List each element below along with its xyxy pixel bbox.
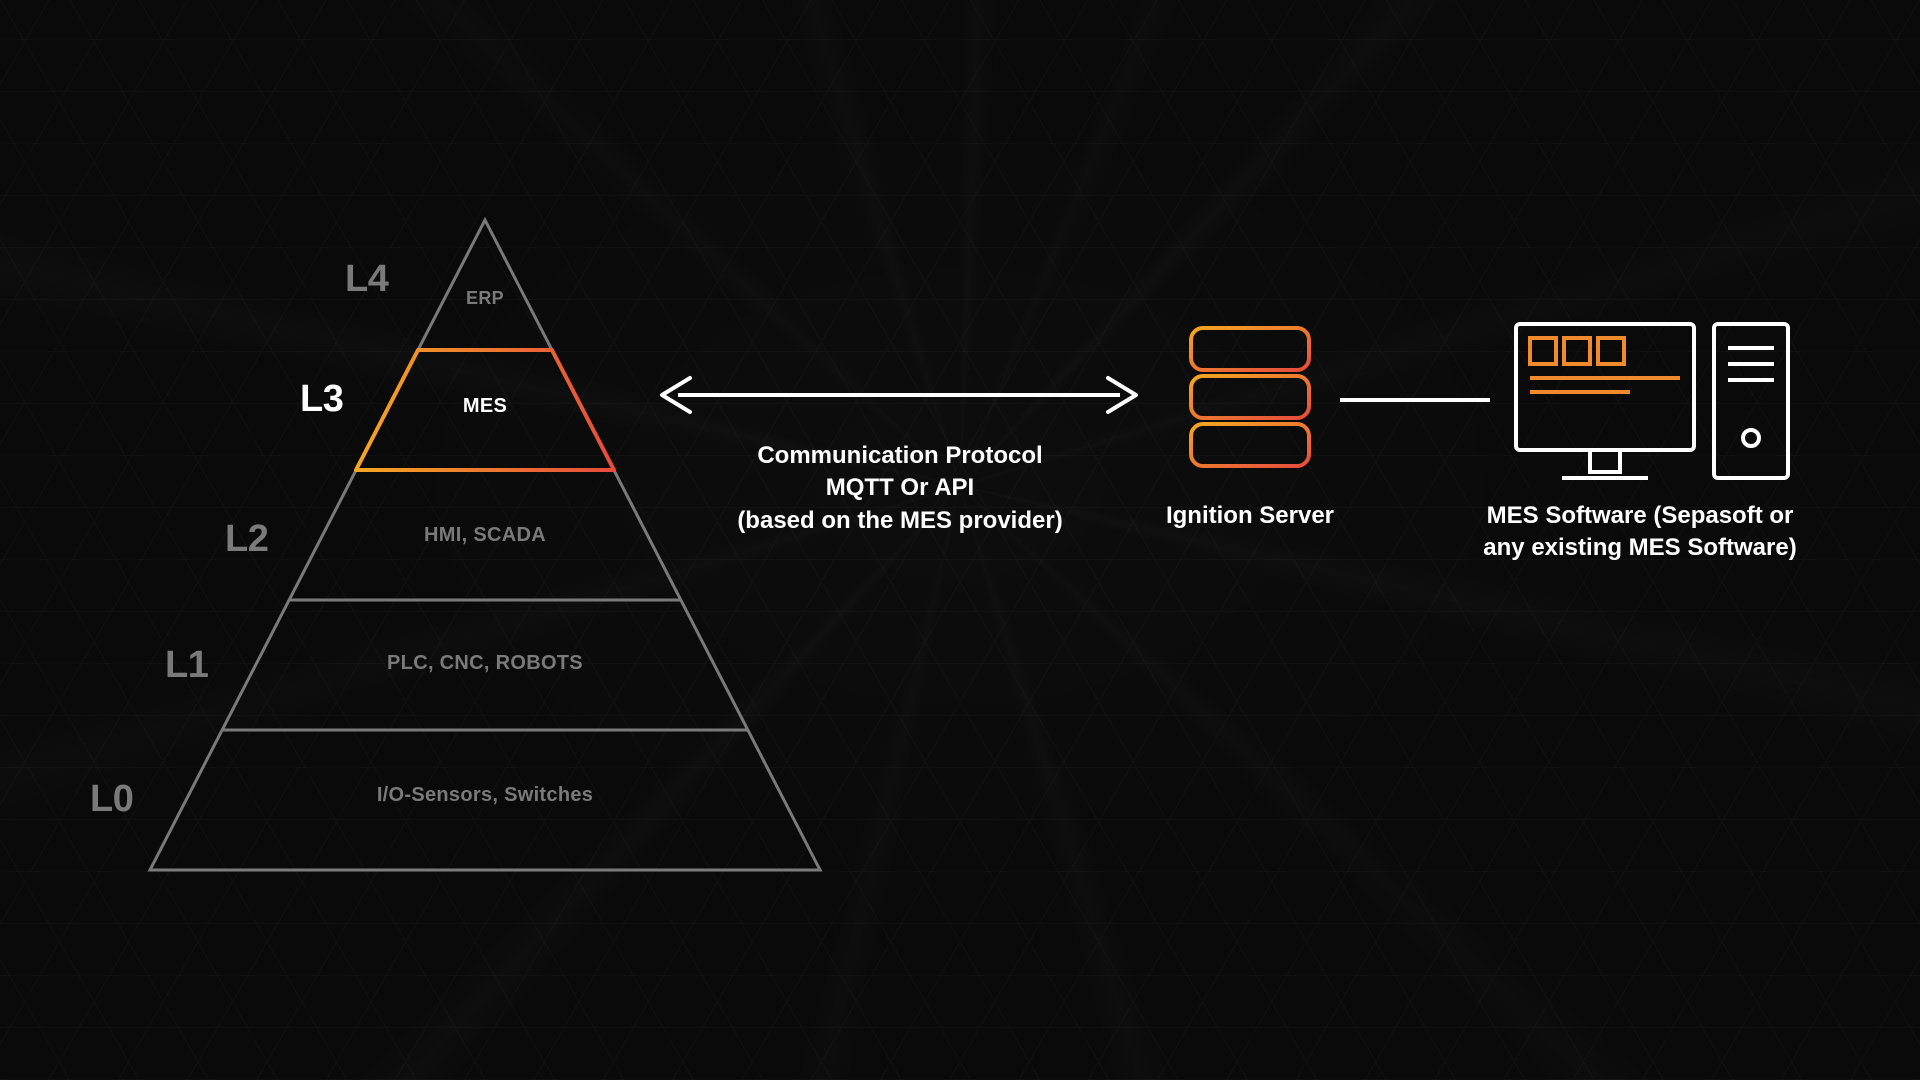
mes-caption-line2: any existing MES Software) <box>1483 534 1796 561</box>
mes-caption-line1: MES Software (Sepasoft or <box>1487 502 1794 529</box>
mes-caption: MES Software (Sepasoft or any existing M… <box>1430 500 1850 565</box>
mes-computer-icon <box>1510 318 1800 498</box>
diagram-stage: L4 L3 L2 L1 L0 ERP MES HMI, SCADA PLC, C… <box>0 0 1920 1080</box>
